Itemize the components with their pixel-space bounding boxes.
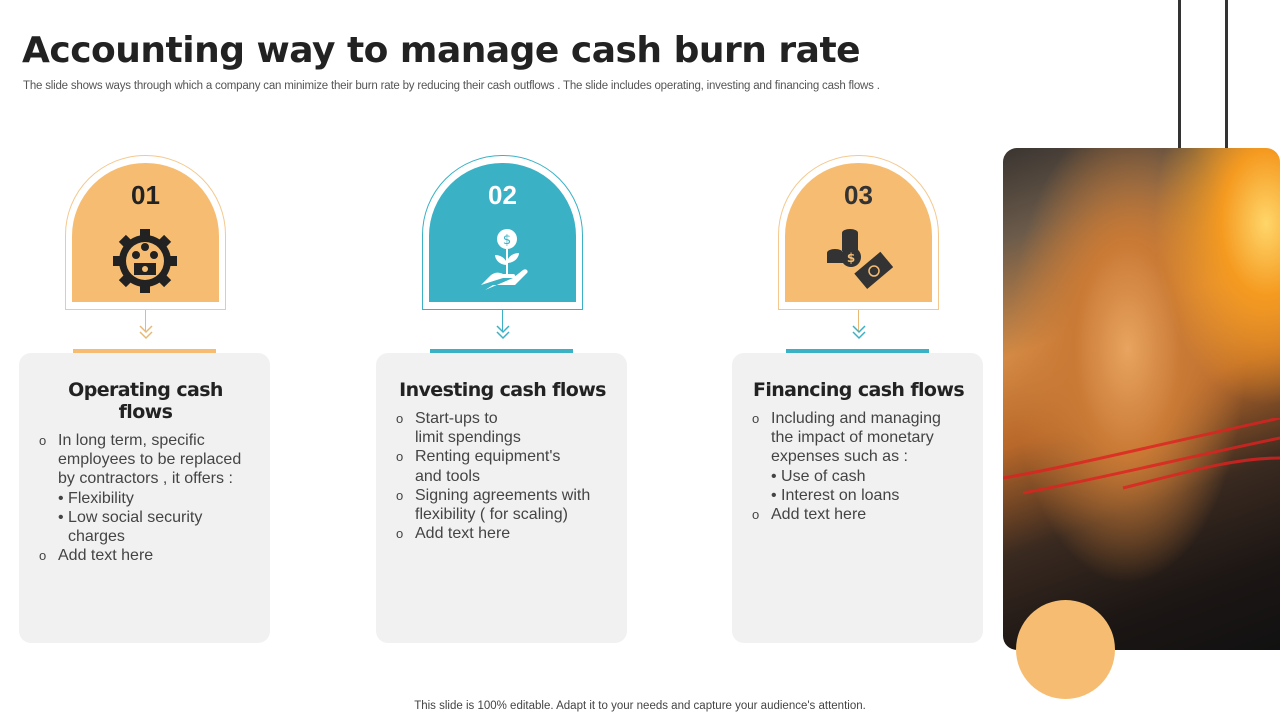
step-card: Investing cash flows Start-ups to limit …: [376, 353, 627, 643]
chevron-down-icon: [139, 325, 153, 340]
list-item: Add text here: [39, 546, 252, 565]
step-number: 03: [844, 180, 873, 210]
chevron-down-icon: [496, 325, 510, 340]
coins-banknote-icon: $: [827, 229, 893, 289]
step-financing: 03 $ Financing cash flows Including and …: [732, 0, 992, 720]
card-title: Investing cash flows: [399, 379, 606, 401]
list-item: Add text here: [752, 505, 965, 524]
hanging-line: [1178, 0, 1181, 148]
connector-line: [145, 310, 146, 332]
step-card: Operating cash flows In long term, speci…: [19, 353, 270, 643]
svg-text:$: $: [503, 233, 511, 248]
accent-bar: [430, 349, 573, 353]
page-subtitle: The slide shows ways through which a com…: [23, 80, 880, 92]
list-item: In long term, specific employees to be r…: [39, 431, 252, 489]
plant-money-hand-icon: $: [481, 229, 528, 290]
step-operating: 01 Operating cash flows In long term, sp…: [19, 0, 279, 720]
decorative-circle: [1016, 600, 1115, 699]
embers-graphic: [1003, 418, 1280, 495]
svg-text:$: $: [847, 251, 855, 265]
step-number: 02: [488, 180, 517, 210]
list-item: Renting equipment's and tools: [396, 447, 609, 485]
connector-line: [858, 310, 859, 332]
card-title: Operating cash flows: [68, 379, 223, 423]
accent-bar: [73, 349, 216, 353]
arch-border: [422, 155, 583, 310]
burning-money-photo: [1003, 148, 1280, 650]
step-investing: 02 $ Investing cash flows Start-ups to l…: [376, 0, 636, 720]
arch-fill: [785, 163, 932, 302]
chevron-down-icon: [852, 325, 866, 340]
arch-border: [65, 155, 226, 310]
hanging-line: [1225, 0, 1228, 148]
arch-border: [778, 155, 939, 310]
list-item: Including and managing the impact of mon…: [752, 409, 965, 467]
accent-bar: [786, 349, 929, 353]
footer-note: This slide is 100% editable. Adapt it to…: [414, 700, 866, 712]
sub-list-item: • Use of cash: [771, 467, 866, 485]
list-item: Signing agreements with flexibility ( fo…: [396, 486, 609, 524]
card-title: Financing cash flows: [752, 379, 965, 401]
list-item: Add text here: [396, 524, 609, 543]
step-card: Financing cash flows Including and manag…: [732, 353, 983, 643]
step-number: 01: [131, 180, 160, 210]
gear-money-icon: [113, 229, 177, 293]
sub-list-item: • Interest on loans: [771, 486, 900, 504]
page-title: Accounting way to manage cash burn rate: [22, 30, 861, 71]
sub-list-item: • Low social security charges: [58, 508, 203, 546]
sub-list-item: • Flexibility: [58, 489, 134, 507]
connector-line: [502, 310, 503, 332]
list-item: Start-ups to limit spendings: [396, 409, 609, 447]
